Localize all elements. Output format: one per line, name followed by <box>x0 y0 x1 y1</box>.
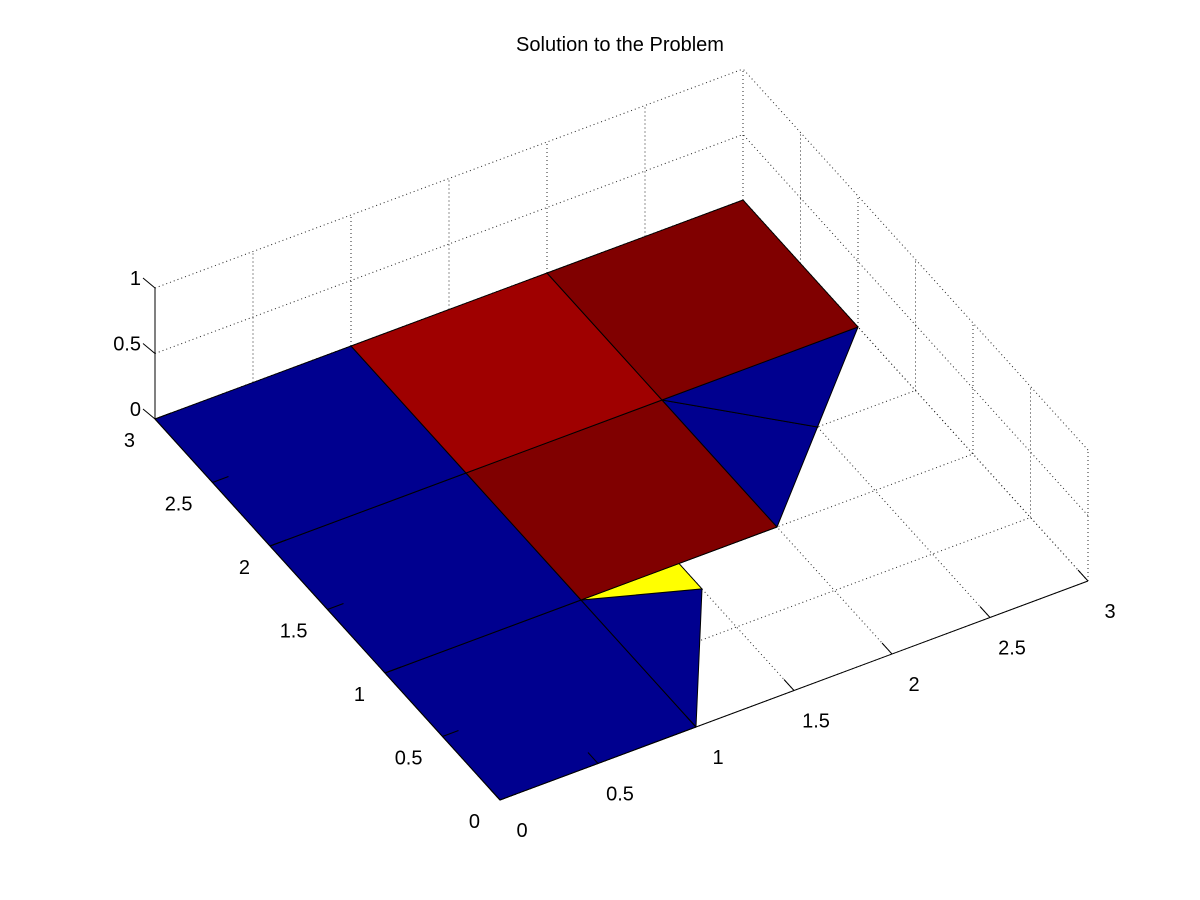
x-tick-mark <box>587 752 599 764</box>
x-tick-label: 2 <box>908 674 919 696</box>
z-tick-mark <box>142 408 156 420</box>
x-tick-label: 0 <box>516 820 527 842</box>
y-tick-label: 1 <box>354 684 365 706</box>
x-tick-mark <box>1077 569 1089 582</box>
z-tick-label: 1 <box>130 268 141 290</box>
x-tick-mark <box>685 715 697 728</box>
chart-title: Solution to the Problem <box>516 34 724 56</box>
y-tick-label: 1.5 <box>280 621 308 643</box>
y-tick-label: 3 <box>124 430 135 452</box>
grid-line <box>154 68 744 289</box>
y-tick-mark <box>269 539 287 547</box>
x-tick-label: 1.5 <box>802 711 830 733</box>
z-tick-mark <box>142 343 156 354</box>
x-tick-mark <box>489 788 501 801</box>
y-tick-mark <box>327 603 344 610</box>
x-tick-label: 0.5 <box>606 784 634 806</box>
y-tick-mark <box>384 666 402 674</box>
y-tick-label: 0 <box>469 811 480 833</box>
label-layer: 0 0.5 1 1.5 2 2.5 3 0 0.5 1 1.5 2 2.5 3 0 0.5 1 <box>113 268 1115 842</box>
x-tick-label: 3 <box>1104 601 1115 623</box>
x-tick-mark <box>783 679 795 691</box>
y-tick-mark <box>154 412 172 420</box>
grid-line <box>154 134 744 354</box>
grid-line <box>742 68 1089 451</box>
z-tick-mark <box>142 277 156 289</box>
surface-layer <box>154 199 859 801</box>
x-tick-mark <box>881 642 893 655</box>
z-tick-label: 0 <box>130 399 141 421</box>
y-tick-mark <box>212 476 229 483</box>
surface-face <box>546 199 859 401</box>
y-tick-label: 0.5 <box>395 748 423 770</box>
y-tick-label: 2 <box>239 557 250 579</box>
x-tick-label: 2.5 <box>998 638 1026 660</box>
y-tick-mark <box>499 793 517 801</box>
y-tick-label: 2.5 <box>165 494 193 516</box>
x-tick-label: 1 <box>712 747 723 769</box>
z-tick-label: 0.5 <box>113 334 141 356</box>
axis-layer <box>142 277 1089 801</box>
grid-line <box>742 134 1089 516</box>
y-tick-mark <box>442 730 459 737</box>
x-tick-mark <box>979 606 991 618</box>
